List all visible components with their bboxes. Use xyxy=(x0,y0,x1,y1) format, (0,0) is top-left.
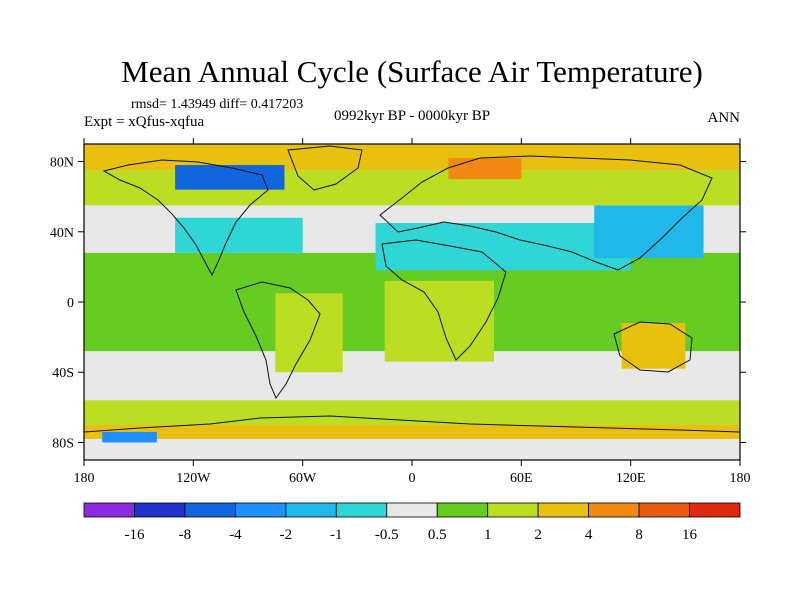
coastline-greenland xyxy=(287,145,363,191)
colorbar-level-label: 1 xyxy=(484,527,492,543)
plot-area xyxy=(83,143,741,461)
colorbar-level-label: 16 xyxy=(682,527,698,543)
colorbar-level-label: -1 xyxy=(330,527,343,543)
colorbar-swatch xyxy=(184,502,236,518)
y-tick-label: 80N xyxy=(50,156,74,171)
colorbar-level-label: 8 xyxy=(635,527,643,543)
colorbar-swatch xyxy=(487,502,539,518)
colorbar-level-label: -2 xyxy=(280,527,293,543)
stats-line: rmsd= 1.43949 diff= 0.417203 xyxy=(131,97,303,112)
coastline-north-america xyxy=(102,159,269,277)
colorbar-labels: -16 -8 -4 -2 -1 -0.5 0.5 1 2 4 8 16 xyxy=(124,527,697,543)
x-tick-label: 60E xyxy=(510,471,533,486)
colorbar-swatch xyxy=(689,502,741,518)
colorbar-swatch xyxy=(83,502,135,518)
experiment-label: Expt = xQfus-xqfua xyxy=(84,114,204,130)
coastline-australia xyxy=(613,321,693,373)
colorbar-level-label: 2 xyxy=(534,527,542,543)
colorbar-level-label: -4 xyxy=(229,527,242,543)
region-eurasia-cooling xyxy=(375,223,631,271)
x-tick-label: 120W xyxy=(176,471,211,486)
y-tick-label: 0 xyxy=(67,296,74,311)
colorbar-level-label: 0.5 xyxy=(428,527,447,543)
colorbar-swatch xyxy=(638,502,690,518)
colorbar-level-label: -16 xyxy=(124,527,144,543)
x-tick-label: 180 xyxy=(730,471,751,486)
colorbar-level-label: -8 xyxy=(179,527,192,543)
coastline-south-america xyxy=(235,281,321,400)
colorbar-level-label: 4 xyxy=(585,527,593,543)
region-south-america xyxy=(275,293,343,373)
x-tick-label: 180 xyxy=(74,471,95,486)
colorbar-swatch xyxy=(285,502,337,518)
y-tick-label: 40N xyxy=(50,226,74,241)
x-tick-label: 120E xyxy=(616,471,646,486)
colorbar-level-label: -0.5 xyxy=(375,527,399,543)
y-axis: 80N 40N 0 40S 80S xyxy=(50,156,746,451)
region-southern-ocean xyxy=(84,400,740,425)
y-tick-label: 80S xyxy=(52,436,74,451)
colorbar-swatch xyxy=(537,502,590,518)
x-tick-label: 60W xyxy=(289,471,317,486)
region-antarctic-coast xyxy=(84,424,740,439)
y-tick-label: 40S xyxy=(52,366,74,381)
region-ross-sea-cooling xyxy=(102,431,157,443)
colorbar-swatch xyxy=(134,502,186,518)
colorbar-swatch xyxy=(234,502,287,518)
region-australia xyxy=(621,323,686,369)
colorbar-swatch xyxy=(335,502,388,518)
colorbar-swatch xyxy=(436,502,489,518)
region-north-america-cooling xyxy=(175,217,303,253)
coastline-africa xyxy=(381,239,507,361)
region-africa xyxy=(384,280,494,362)
colorbar xyxy=(83,502,741,518)
chart-title: Mean Annual Cycle (Surface Air Temperatu… xyxy=(121,54,703,89)
season-label: ANN xyxy=(708,110,741,126)
coastline-eurasia xyxy=(379,155,713,271)
x-axis: 180 120W 60W 0 60E 120E 180 xyxy=(74,138,751,486)
coastlines xyxy=(84,145,740,433)
colorbar-swatch xyxy=(588,502,640,518)
period-label: 0992kyr BP - 0000kyr BP xyxy=(334,108,490,124)
region-canadian-arctic xyxy=(175,165,285,190)
x-tick-label: 0 xyxy=(409,471,416,486)
coastline-antarctica xyxy=(84,415,740,433)
region-barents-kara-warming xyxy=(448,158,522,180)
colorbar-swatch xyxy=(386,502,438,518)
